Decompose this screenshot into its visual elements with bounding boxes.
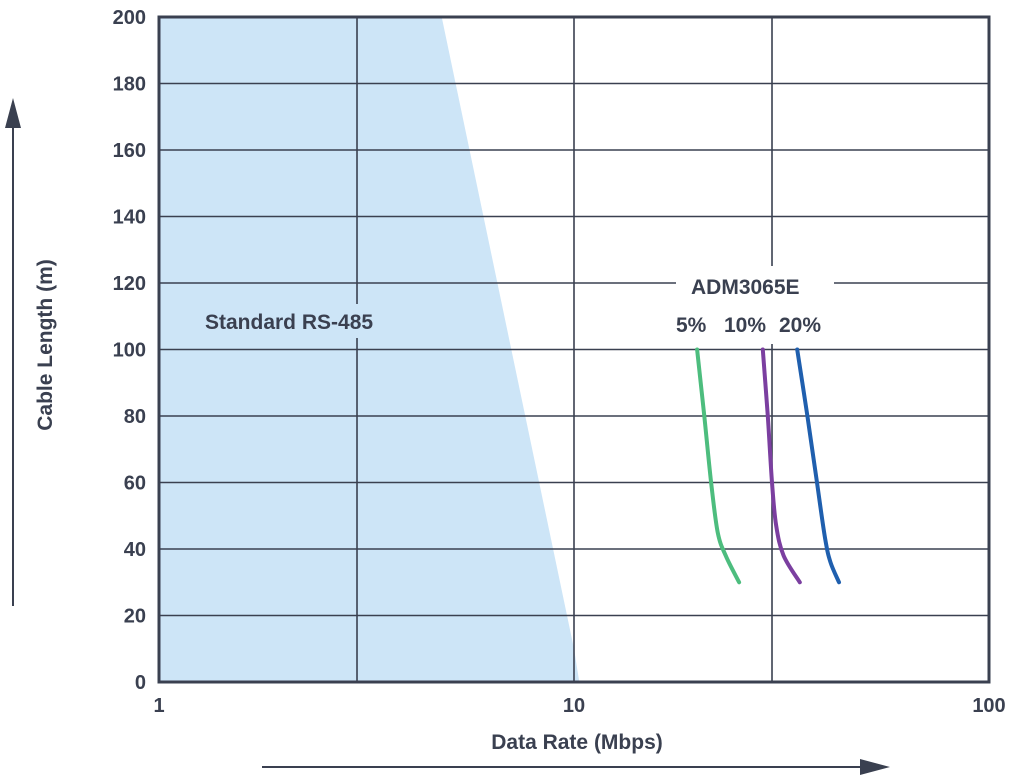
y-tick-label-3: 60 <box>124 473 146 495</box>
y-axis-title: Cable Length (m) <box>34 259 57 431</box>
plot-frame <box>157 15 991 684</box>
x-tick-label-0: 1 <box>153 695 164 717</box>
y-tick-label-4: 80 <box>124 406 146 428</box>
y-tick-label-10: 200 <box>113 7 146 29</box>
y-tick-label-9: 180 <box>113 74 146 96</box>
y-tick-label-0: 0 <box>135 672 146 694</box>
series-label-5: 5% <box>676 314 707 337</box>
series-line-10pct <box>760 347 802 585</box>
y-tick-label-5: 100 <box>113 340 146 362</box>
region-label-bg <box>200 304 420 338</box>
x-arrow-head-icon <box>860 759 890 775</box>
series-label-20: 20% <box>779 314 821 337</box>
series-line-5pct <box>695 347 742 585</box>
y-tick-label-7: 140 <box>113 207 146 229</box>
x-tick-label-1: 10 <box>563 695 585 717</box>
group-label: ADM3065E <box>691 276 800 299</box>
x-axis-title: Data Rate (Mbps) <box>491 731 663 754</box>
series-label-10: 10% <box>724 314 766 337</box>
y-tick-label-6: 120 <box>113 273 146 295</box>
series-line-20pct <box>795 347 841 585</box>
group-label-bg <box>676 266 834 344</box>
y-tick-label-2: 40 <box>124 539 146 561</box>
x-tick-label-2: 100 <box>972 695 1005 717</box>
y-tick-label-8: 160 <box>113 140 146 162</box>
y-arrow-head-icon <box>5 98 21 128</box>
y-tick-label-1: 20 <box>124 606 146 628</box>
region-label: Standard RS-485 <box>205 311 373 334</box>
